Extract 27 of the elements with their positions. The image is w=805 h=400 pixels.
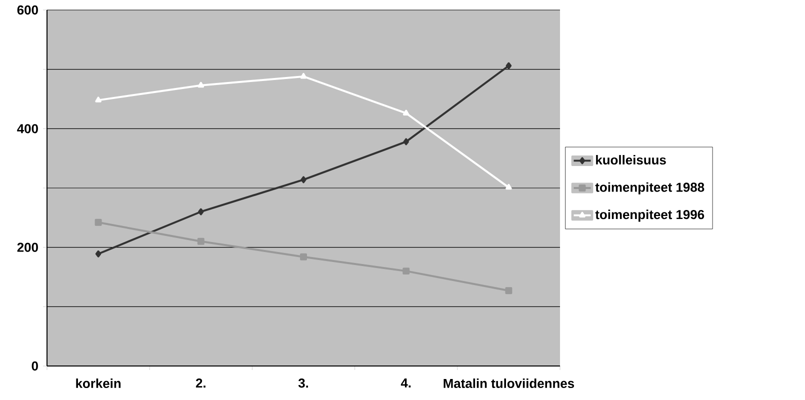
x-tick-label: Matalin tuloviidennes [444,378,574,388]
y-tick-label: 400 [17,124,38,134]
point [198,208,204,216]
legend-label: toimenpiteet 1996 [595,210,704,222]
point [402,268,410,275]
point [95,96,102,102]
point [95,250,102,258]
point [300,176,306,184]
y-tick-label: 200 [17,242,38,252]
point [94,218,102,226]
x-tick-label: 3. [298,378,308,388]
point [403,138,409,146]
legend-label: toimenpiteet 1988 [595,182,704,194]
point [198,82,204,88]
point [506,62,512,70]
legend-label: kuolleisuus [596,155,666,165]
x-tick-label: 2. [196,378,206,388]
point [300,253,307,260]
point [505,287,512,294]
point [197,238,204,245]
x-tick-label: korkein [76,378,121,388]
point [402,110,410,116]
point [506,184,512,190]
y-tick-label: 0 [32,361,38,371]
y-tick-label: 600 [17,5,38,15]
x-tick-label: 4. [400,378,411,388]
point [300,72,307,79]
